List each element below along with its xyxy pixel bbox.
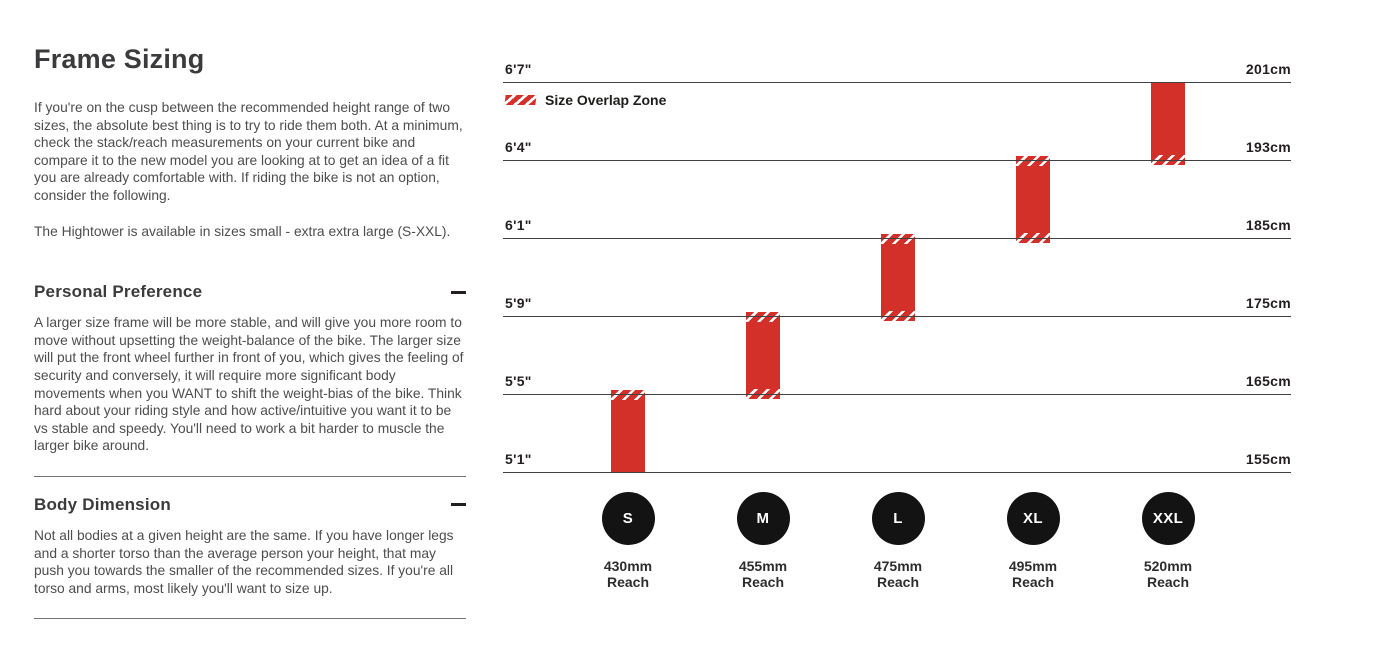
reach-value: 430mm (603, 557, 653, 574)
size-range-bar-xl (1016, 156, 1050, 243)
height-label-imperial: 5'1" (505, 451, 532, 467)
page-title: Frame Sizing (34, 44, 205, 74)
section-title-body-dimension: Body Dimension (34, 494, 171, 514)
size-overlap-legend: Size Overlap Zone (504, 90, 667, 110)
legend-label: Size Overlap Zone (545, 92, 667, 108)
collapse-toggle-body-dimension[interactable] (451, 499, 466, 510)
size-range-bar-l (881, 234, 915, 321)
overlap-zone-top (881, 234, 915, 244)
reach-label-xxl: 520mm Reach (1113, 558, 1223, 591)
height-label-metric: 193cm (1245, 139, 1291, 155)
section-body-dimension: Body Dimension Not all bodies at a given… (34, 494, 466, 620)
sizing-info-column: Frame Sizing If you're on the cusp betwe… (34, 44, 466, 637)
height-label-imperial: 5'9" (505, 295, 532, 311)
height-label-imperial: 6'1" (505, 217, 532, 233)
height-label-imperial: 6'7" (505, 61, 532, 77)
height-label-metric: 201cm (1245, 61, 1291, 77)
height-label-metric: 155cm (1245, 451, 1291, 467)
height-label-metric: 175cm (1245, 295, 1291, 311)
size-letter: S (622, 509, 634, 527)
height-label-metric: 185cm (1245, 217, 1291, 233)
section-body-personal-preference: A larger size frame will be more stable,… (34, 315, 464, 454)
reach-word: Reach (741, 574, 785, 590)
size-letter: M (756, 509, 770, 527)
height-gridline (503, 160, 1291, 161)
height-label-imperial: 6'4" (505, 139, 532, 155)
intro-paragraph: If you're on the cusp between the recomm… (34, 100, 463, 203)
size-badge-xl: XL (1006, 491, 1060, 545)
reach-value: 520mm (1143, 557, 1193, 574)
height-gridline (503, 472, 1291, 473)
height-gridline (503, 394, 1291, 395)
overlap-zone-top (611, 390, 645, 400)
height-label-imperial: 5'5" (505, 373, 532, 389)
size-range-bar-s (611, 390, 645, 473)
availability-paragraph: The Hightower is available in sizes smal… (34, 223, 451, 239)
collapse-toggle-personal-preference[interactable] (451, 287, 466, 298)
reach-label-l: 475mm Reach (843, 558, 953, 591)
section-personal-preference: Personal Preference A larger size frame … (34, 282, 466, 477)
overlap-hatch-swatch-icon (504, 95, 537, 105)
minus-icon (451, 503, 466, 507)
size-letter: L (893, 509, 903, 527)
size-letter: XXL (1152, 509, 1184, 527)
size-range-bar-m (746, 312, 780, 399)
reach-word: Reach (1146, 574, 1190, 590)
height-gridline (503, 82, 1291, 83)
size-badge-l: L (871, 491, 925, 545)
height-label-metric: 165cm (1245, 373, 1291, 389)
height-gridline (503, 316, 1291, 317)
overlap-zone-top (746, 312, 780, 322)
reach-value: 475mm (873, 557, 923, 574)
reach-value: 495mm (1008, 557, 1058, 574)
overlap-zone-top (1016, 156, 1050, 166)
size-badge-s: S (601, 491, 655, 545)
section-body-body-dimension: Not all bodies at a given height are the… (34, 527, 454, 596)
section-title-personal-preference: Personal Preference (34, 282, 203, 302)
reach-label-xl: 495mm Reach (978, 558, 1088, 591)
size-letter: XL (1023, 509, 1043, 527)
reach-word: Reach (1011, 574, 1055, 590)
minus-icon (451, 290, 466, 294)
reach-value: 455mm (738, 557, 788, 574)
reach-label-s: 430mm Reach (573, 558, 683, 591)
reach-word: Reach (876, 574, 920, 590)
reach-word: Reach (606, 574, 650, 590)
reach-label-m: 455mm Reach (708, 558, 818, 591)
height-gridline (503, 238, 1291, 239)
size-badge-xxl: XXL (1141, 491, 1195, 545)
size-badge-m: M (736, 491, 790, 545)
